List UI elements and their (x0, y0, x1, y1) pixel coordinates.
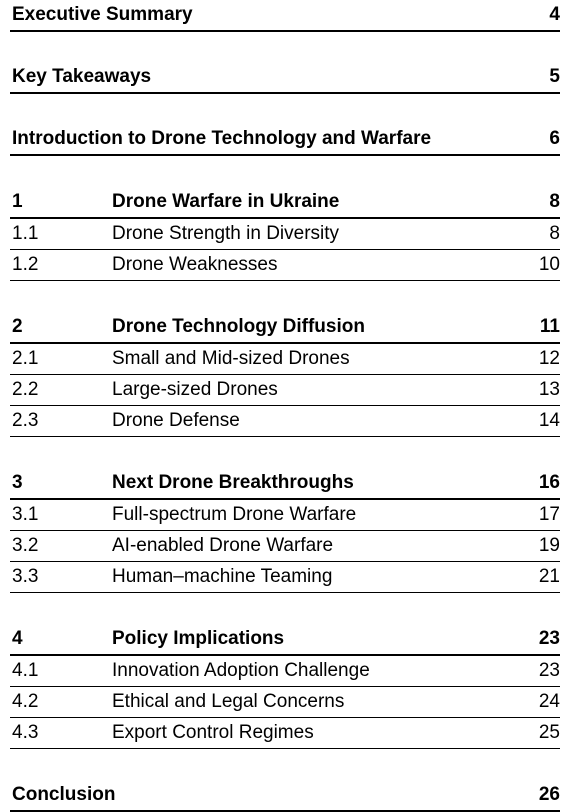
toc-subsection-number: 3.1 (12, 504, 39, 525)
toc-subsection-4-1[interactable]: 4.1 Innovation Adoption Challenge 23 (10, 656, 560, 687)
toc-entry-page: 26 (538, 784, 560, 805)
toc-section-title: Next Drone Breakthroughs (112, 472, 354, 493)
toc-subsection-3-2[interactable]: 3.2 AI-enabled Drone Warfare 19 (10, 531, 560, 562)
toc-subsection-page: 23 (538, 660, 560, 681)
toc-subsection-number: 3.3 (12, 566, 39, 587)
table-of-contents: Executive Summary 4 Key Takeaways 5 Intr… (10, 0, 560, 812)
toc-subsection-4-3[interactable]: 4.3 Export Control Regimes 25 (10, 718, 560, 749)
toc-subsection-number: 2.2 (12, 379, 39, 400)
toc-subsection-number: 1.1 (12, 223, 39, 244)
toc-subsection-3-3[interactable]: 3.3 Human–machine Teaming 21 (10, 562, 560, 593)
toc-subsection-title: Small and Mid-sized Drones (112, 348, 350, 369)
toc-subsection-page: 8 (549, 223, 560, 244)
toc-section-page: 11 (539, 316, 560, 337)
toc-section-title: Drone Warfare in Ukraine (112, 191, 340, 212)
toc-subsection-page: 24 (538, 691, 560, 712)
toc-subsection-2-1[interactable]: 2.1 Small and Mid-sized Drones 12 (10, 344, 560, 375)
toc-section-title: Drone Technology Diffusion (112, 316, 365, 337)
toc-subsection-number: 1.2 (12, 254, 39, 275)
toc-entry-key-takeaways[interactable]: Key Takeaways 5 (10, 62, 560, 94)
toc-subsection-2-2[interactable]: 2.2 Large-sized Drones 13 (10, 375, 560, 406)
toc-section-title: Policy Implications (112, 628, 285, 649)
toc-section-number: 2 (12, 316, 23, 337)
toc-section-2[interactable]: 2 Drone Technology Diffusion 11 (10, 312, 560, 344)
toc-subsection-number: 2.1 (12, 348, 39, 369)
toc-section-number: 4 (12, 628, 23, 649)
toc-subsection-page: 10 (538, 254, 560, 275)
toc-subsection-page: 12 (538, 348, 560, 369)
toc-section-page: 23 (538, 628, 560, 649)
toc-subsection-number: 4.2 (12, 691, 39, 712)
toc-subsection-title: Large-sized Drones (112, 379, 278, 400)
toc-section-page: 8 (549, 191, 560, 212)
toc-entry-page: 6 (549, 128, 560, 149)
toc-subsection-title: Drone Defense (112, 410, 240, 431)
toc-section-4[interactable]: 4 Policy Implications 23 (10, 624, 560, 656)
toc-subsection-number: 4.1 (12, 660, 39, 681)
toc-entry-title: Conclusion (12, 784, 116, 805)
toc-subsection-page: 19 (538, 535, 560, 556)
toc-subsection-number: 4.3 (12, 722, 39, 743)
toc-subsection-1-2[interactable]: 1.2 Drone Weaknesses 10 (10, 250, 560, 281)
toc-subsection-1-1[interactable]: 1.1 Drone Strength in Diversity 8 (10, 219, 560, 250)
toc-subsection-page: 13 (538, 379, 560, 400)
toc-entry-executive-summary[interactable]: Executive Summary 4 (10, 0, 560, 32)
toc-section-3[interactable]: 3 Next Drone Breakthroughs 16 (10, 468, 560, 500)
toc-subsection-page: 21 (538, 566, 560, 587)
toc-subsection-page: 17 (538, 504, 560, 525)
toc-subsection-number: 2.3 (12, 410, 39, 431)
toc-section-1[interactable]: 1 Drone Warfare in Ukraine 8 (10, 187, 560, 219)
toc-subsection-title: Drone Strength in Diversity (112, 223, 340, 244)
toc-entry-conclusion[interactable]: Conclusion 26 (10, 780, 560, 812)
toc-subsection-title: Human–machine Teaming (112, 566, 333, 587)
toc-entry-page: 4 (549, 4, 560, 25)
toc-section-page: 16 (538, 472, 560, 493)
toc-entry-title: Key Takeaways (12, 66, 152, 87)
toc-subsection-title: Full-spectrum Drone Warfare (112, 504, 357, 525)
toc-entry-introduction[interactable]: Introduction to Drone Technology and War… (10, 124, 560, 156)
toc-subsection-title: AI-enabled Drone Warfare (112, 535, 334, 556)
toc-subsection-page: 14 (538, 410, 560, 431)
toc-subsection-4-2[interactable]: 4.2 Ethical and Legal Concerns 24 (10, 687, 560, 718)
toc-subsection-title: Drone Weaknesses (112, 254, 278, 275)
toc-subsection-number: 3.2 (12, 535, 39, 556)
toc-subsection-page: 25 (538, 722, 560, 743)
toc-subsection-title: Ethical and Legal Concerns (112, 691, 345, 712)
toc-subsection-2-3[interactable]: 2.3 Drone Defense 14 (10, 406, 560, 437)
toc-section-number: 3 (12, 472, 23, 493)
toc-entry-title: Executive Summary (12, 4, 193, 25)
toc-section-number: 1 (12, 191, 23, 212)
toc-subsection-title: Export Control Regimes (112, 722, 314, 743)
toc-subsection-3-1[interactable]: 3.1 Full-spectrum Drone Warfare 17 (10, 500, 560, 531)
toc-entry-title: Introduction to Drone Technology and War… (12, 128, 432, 149)
toc-subsection-title: Innovation Adoption Challenge (112, 660, 370, 681)
toc-entry-page: 5 (549, 66, 560, 87)
